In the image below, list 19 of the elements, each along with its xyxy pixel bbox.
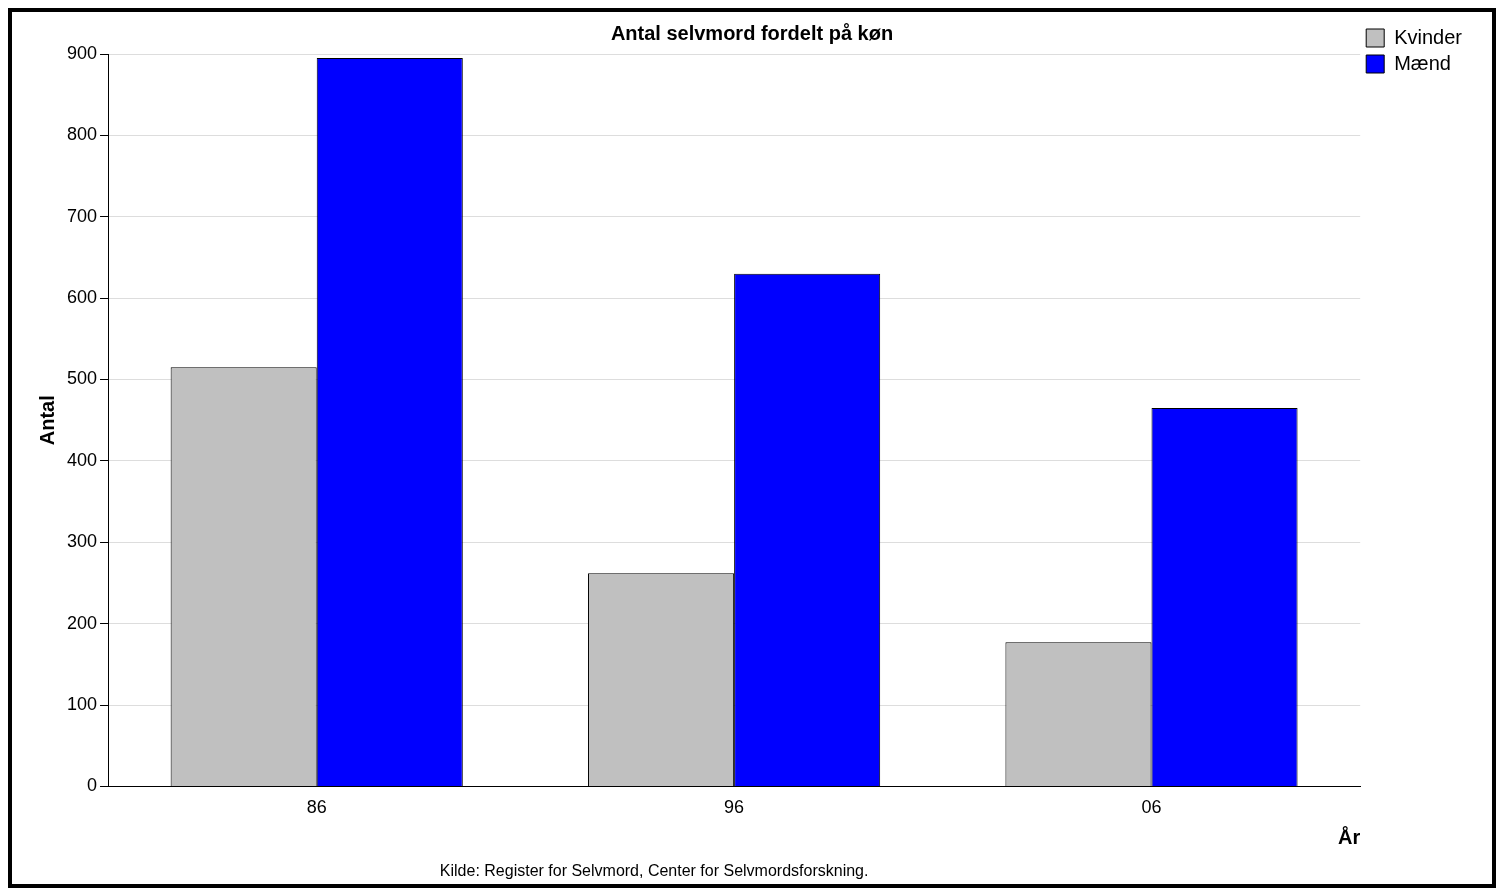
- y-tick-label: 800: [66, 124, 98, 145]
- legend-label: Kvinder: [1394, 25, 1463, 48]
- text: Kilde: Register for Selvmord, Center for Selvmordsforskning.: [439, 862, 869, 880]
- x-tick-label: 86: [306, 797, 327, 818]
- x-tick-label: 96: [724, 797, 745, 818]
- legend-label: Mænd: [1394, 51, 1451, 74]
- y-tick-label: 400: [66, 449, 98, 470]
- y-axis-title: Antal: [35, 395, 58, 446]
- y-tick-label: 100: [66, 693, 98, 714]
- chart-title: Antal selvmord fordelt på køn: [610, 21, 894, 44]
- y-tick-label: 200: [66, 612, 98, 633]
- y-tick-label: 700: [66, 205, 98, 226]
- x-axis-title: År: [1337, 824, 1361, 848]
- x-tick-label: 06: [1141, 797, 1162, 818]
- y-tick-label: 600: [66, 287, 98, 308]
- y-tick-label: 900: [66, 42, 98, 63]
- y-tick-label: 0: [87, 775, 98, 796]
- y-tick-label: 300: [66, 531, 98, 552]
- y-tick-label: 500: [66, 368, 98, 389]
